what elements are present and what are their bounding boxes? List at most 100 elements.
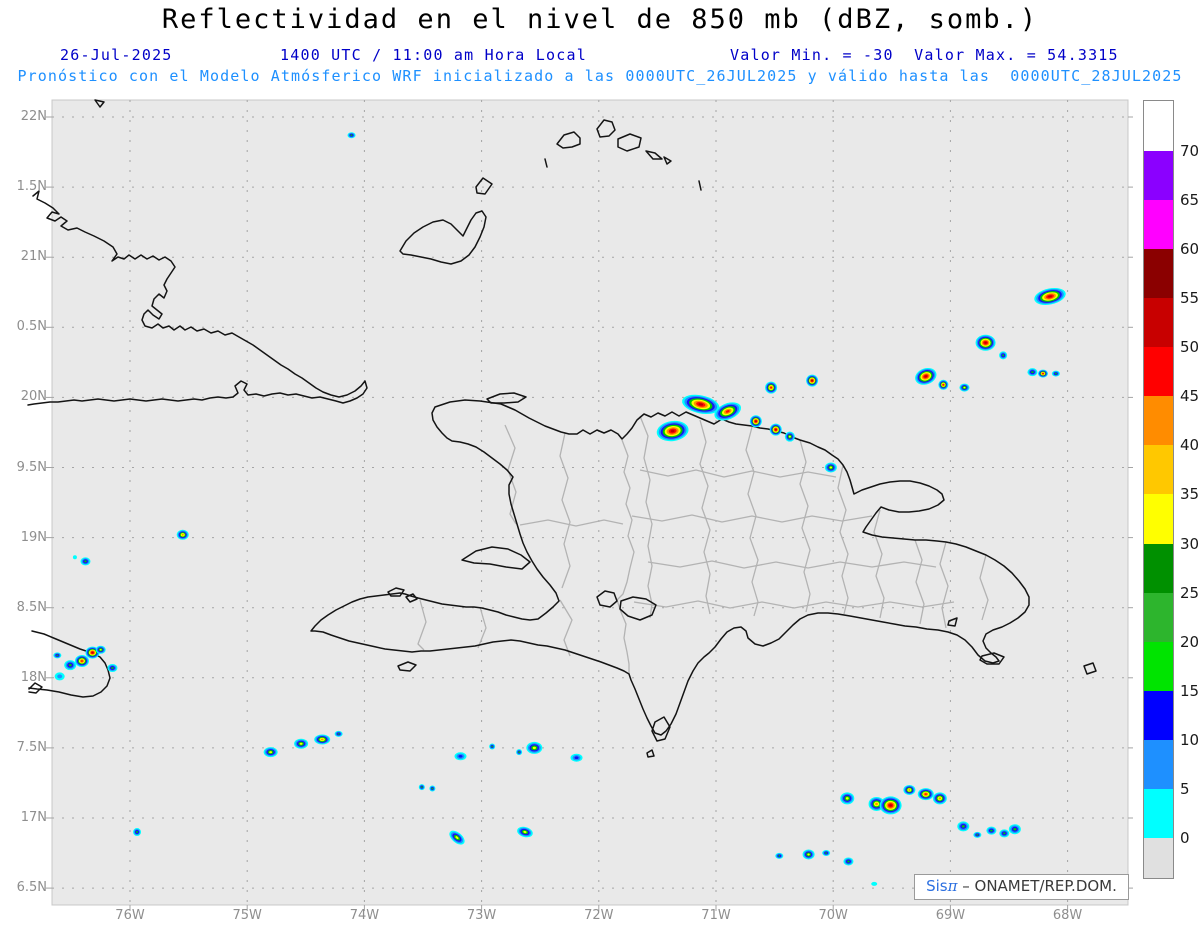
- lake-azuei: [596, 590, 618, 608]
- colorbar-tick-label: 10: [1180, 730, 1200, 749]
- reflectivity-cell-ring: [523, 830, 527, 834]
- reflectivity-cell-ring: [299, 742, 303, 745]
- reflectivity-cell-ring: [825, 852, 828, 854]
- reflectivity-cell-ring: [778, 855, 781, 857]
- reflectivity-cells: [53, 132, 1066, 886]
- colorbar-segment: [1144, 739, 1173, 789]
- colorbar-tick-label: 30: [1180, 534, 1200, 553]
- colorbar-segment: [1144, 494, 1173, 544]
- reflectivity-cell-ring: [754, 420, 757, 423]
- reflectivity-cell-ring: [574, 756, 579, 760]
- lat-tick-label: 6.5N: [16, 880, 47, 896]
- colorbar-segment: [1144, 151, 1173, 201]
- lake-enriquillo: [619, 596, 657, 621]
- lat-tick-label: 20N: [20, 389, 47, 405]
- reflectivity-cell-ring: [84, 560, 87, 563]
- reflectivity-cell-ring: [491, 745, 494, 748]
- run-date-label: 26-Jul-2025: [60, 46, 173, 64]
- colorbar-tick-label: 5: [1180, 779, 1190, 798]
- reflectivity-cell-ring: [829, 466, 833, 469]
- colorbar-tick-label: 55: [1180, 289, 1200, 308]
- lat-tick-label: 21N: [20, 249, 47, 265]
- lon-tick-label: 70W: [818, 908, 848, 923]
- beata-island: [651, 716, 671, 742]
- reflectivity-cell-ring: [431, 787, 434, 790]
- lon-tick-label: 71W: [701, 908, 731, 923]
- lat-tick-label: 22N: [20, 109, 47, 124]
- colorbar-segment: [1144, 249, 1173, 299]
- lon-tick-label: 76W: [115, 908, 145, 923]
- reflectivity-cell-ring: [458, 754, 463, 758]
- reflectivity-cell-ring: [181, 533, 184, 536]
- lat-tick-label: 18N: [20, 669, 47, 685]
- cuba-coastline: [27, 190, 368, 406]
- reflectivity-cell-ring: [99, 648, 102, 651]
- admin-borders: [417, 415, 989, 674]
- colorbar-tick-label: 25: [1180, 583, 1200, 602]
- pi-icon: π: [947, 877, 958, 895]
- reflectivity-cell-ring: [337, 733, 340, 735]
- reflectivity-cell-ring: [80, 660, 83, 662]
- saona-island: [979, 652, 1005, 665]
- reflectivity-cell-ring: [938, 797, 942, 800]
- lat-tick-label: 17N: [20, 810, 47, 825]
- reflectivity-cell-ring: [350, 134, 353, 137]
- reflectivity-cell-ring: [908, 789, 911, 791]
- reflectivity-cell-ring: [811, 379, 814, 382]
- colorbar-tick-label: 40: [1180, 436, 1200, 455]
- reflectivity-cell-ring: [698, 403, 704, 406]
- colorbar-segment: [1144, 543, 1173, 593]
- reflectivity-cell-ring: [1002, 354, 1005, 357]
- lat-tick-label: 0.5N: [16, 319, 47, 335]
- reflectivity-cell-ring: [976, 834, 979, 836]
- reflectivity-cell-ring: [91, 651, 94, 654]
- lon-tick-label: 73W: [466, 908, 497, 923]
- reflectivity-cell-ring: [847, 860, 850, 863]
- reflectivity-cell-ring: [72, 555, 77, 560]
- lon-tick-label: 74W: [349, 908, 380, 923]
- colorbar-tick-label: 20: [1180, 632, 1200, 651]
- graticule-gridlines: [52, 100, 1128, 905]
- reflectivity-cell-ring: [518, 751, 521, 753]
- reflectivity-cell-ring: [725, 410, 730, 413]
- colorbar-segment: [1144, 641, 1173, 691]
- colorbar-tick-label: 50: [1180, 338, 1200, 357]
- plot-area: [51, 99, 1129, 906]
- valid-time-label: 1400 UTC / 11:00 am Hora Local: [280, 46, 587, 64]
- reflectivity-cell-ring: [889, 804, 893, 807]
- colorbar-segment: [1144, 101, 1173, 151]
- reflectivity-cell-ring: [963, 386, 966, 389]
- reflectivity-cell-ring: [871, 881, 878, 886]
- lon-tick-label: 75W: [232, 908, 262, 923]
- reflectivity-cell-ring: [875, 802, 878, 806]
- colorbar-tick-label: 65: [1180, 191, 1200, 210]
- colorbar-tick-label: 60: [1180, 240, 1200, 259]
- reflectivity-cell-ring: [770, 386, 773, 389]
- reflectivity-cell-ring: [57, 674, 63, 679]
- reflectivity-cell-ring: [1003, 832, 1006, 835]
- reflectivity-cell-ring: [1031, 371, 1034, 374]
- colorbar-segment: [1144, 690, 1173, 740]
- reflectivity-cell-ring: [984, 341, 987, 344]
- reflectivity-cell-ring: [670, 429, 675, 433]
- colorbar-segment: [1144, 347, 1173, 397]
- reflectivity-cell-ring: [68, 663, 72, 667]
- reflectivity-cell-ring: [136, 831, 139, 834]
- colorbar-tick-label: 70: [1180, 142, 1200, 160]
- sispi-brand: Sis: [926, 877, 948, 895]
- colorbar: [1143, 100, 1174, 879]
- colorbar-segment: [1144, 298, 1173, 348]
- colorbar-tick-label: 15: [1180, 681, 1200, 700]
- reflectivity-cell-ring: [774, 428, 777, 431]
- colorbar-segment: [1144, 445, 1173, 495]
- reflectivity-cell-ring: [990, 829, 993, 832]
- reflectivity-cell-ring: [788, 435, 791, 438]
- jamaica-coastline: [28, 630, 111, 698]
- tortuga-island: [486, 392, 527, 404]
- colorbar-segment: [1144, 200, 1173, 250]
- lat-tick-label: 8.5N: [16, 599, 47, 615]
- reflectivity-cell-ring: [111, 666, 114, 669]
- reflectivity-cell-ring: [455, 836, 459, 840]
